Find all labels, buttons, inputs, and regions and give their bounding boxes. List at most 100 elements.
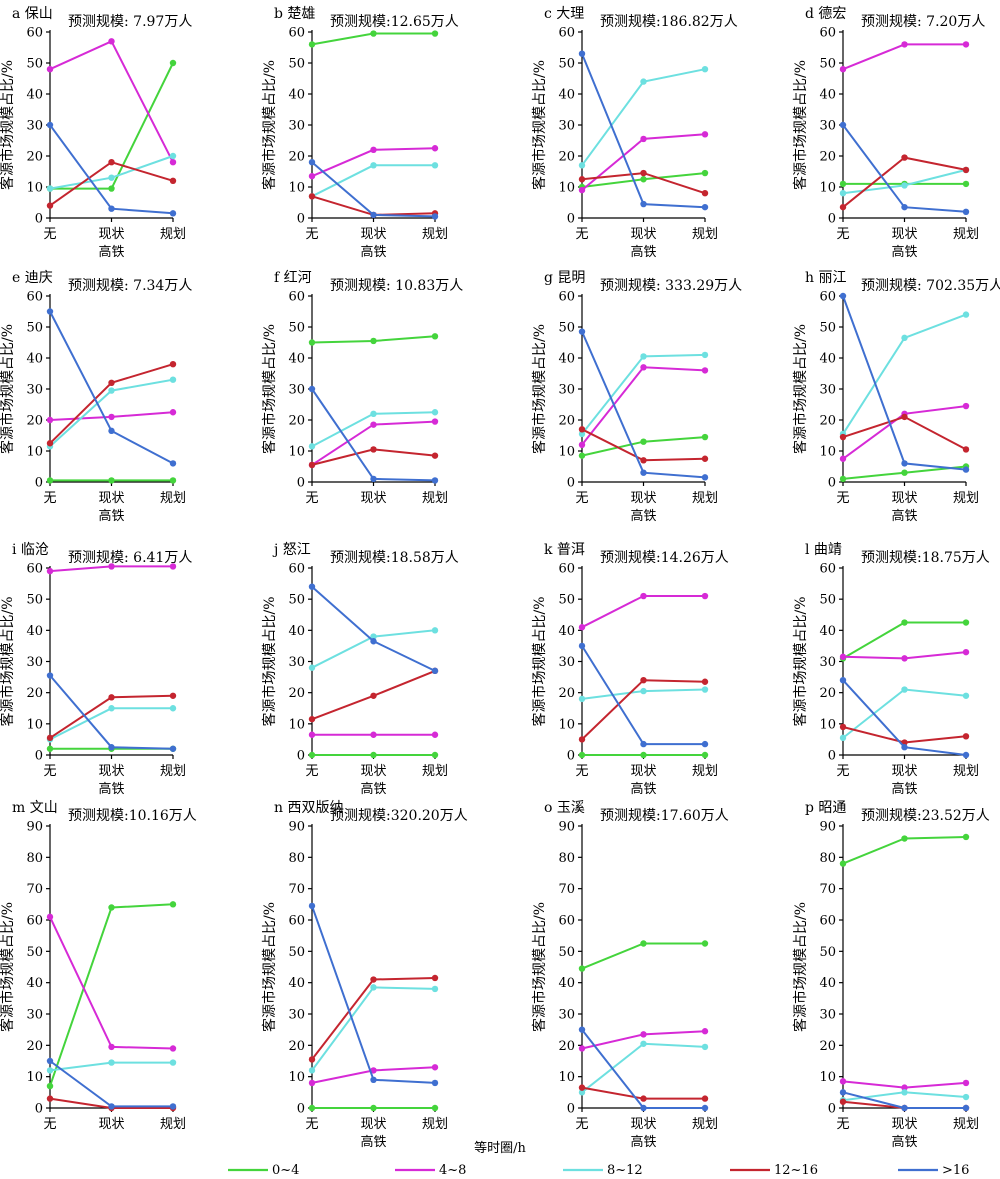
y-tick-label: 50 [819, 321, 836, 336]
y-tick-label: 20 [819, 414, 836, 429]
data-point-s4 [901, 203, 908, 211]
y-tick-label: 70 [558, 882, 575, 897]
y-tick-label: 20 [26, 686, 43, 701]
data-point-s1 [701, 131, 709, 138]
y-tick-label: 0 [828, 476, 836, 491]
data-point-s2 [578, 1089, 586, 1096]
series-line-s1 [842, 43, 966, 71]
panel-6: f 红河 预测规模: 10.83万人 0 10 20 30 40 50 60 无 现状 规划 客源市场规… [261, 270, 463, 506]
data-point-s1 [169, 409, 177, 416]
x-tick-label: 规划 [160, 764, 186, 779]
panel-title: p 昭通 [805, 800, 846, 816]
data-point-s0 [108, 185, 115, 192]
x-tick-label: 无 [575, 491, 588, 506]
data-point-s0 [640, 751, 647, 759]
data-point-s0 [431, 333, 439, 340]
y-tick-label: 50 [288, 321, 305, 336]
data-point-s0 [431, 1104, 439, 1112]
x-tick-label: 现状 [891, 1117, 917, 1132]
data-point-s4 [701, 740, 709, 748]
data-point-s4 [46, 308, 54, 315]
series-line-s3 [49, 694, 174, 739]
y-tick-label: 30 [26, 383, 43, 398]
x-tick-label: 规划 [422, 491, 448, 506]
y-tick-label: 0 [828, 1102, 836, 1117]
y-tick-label: 30 [558, 383, 575, 398]
y-tick-label: 30 [288, 383, 305, 398]
data-point-s1 [640, 592, 647, 600]
data-point-s0 [578, 965, 586, 972]
legend-item-s1: 4~8 [395, 1163, 466, 1178]
y-tick-label: 40 [288, 88, 305, 103]
data-point-s2 [308, 1067, 316, 1074]
data-point-s4 [431, 667, 439, 675]
data-point-s3 [308, 461, 316, 469]
x-axis-label: 高铁 [98, 244, 124, 260]
y-tick-label: 50 [288, 593, 305, 608]
panel-scale-label: 预测规模: 7.34万人 [68, 278, 192, 294]
y-tick-label: 10 [558, 181, 575, 196]
y-tick-label: 40 [288, 624, 305, 639]
y-tick-label: 50 [26, 57, 43, 72]
data-point-s4 [308, 159, 316, 166]
data-point-s3 [839, 1098, 847, 1105]
y-tick-label: 50 [26, 593, 43, 608]
data-point-s4 [962, 751, 970, 759]
data-point-s0 [962, 180, 970, 188]
y-tick-label: 30 [288, 1008, 305, 1023]
data-point-s4 [901, 460, 908, 467]
data-point-s2 [640, 1040, 647, 1047]
data-point-s2 [578, 695, 586, 703]
x-tick-label: 规划 [953, 491, 979, 506]
x-tick-label: 现状 [98, 491, 124, 506]
panel-title: d 德宏 [805, 6, 846, 22]
data-point-s1 [578, 1045, 586, 1052]
data-point-s4 [169, 210, 177, 217]
series-line-s4 [581, 645, 705, 746]
data-point-s3 [46, 1095, 54, 1102]
x-tick-label: 规划 [422, 764, 448, 779]
y-tick-label: 0 [297, 749, 305, 764]
data-point-s3 [901, 413, 908, 421]
data-point-s0 [308, 751, 316, 759]
y-tick-label: 60 [558, 290, 575, 305]
data-point-s2 [169, 376, 177, 383]
x-tick-label: 现状 [630, 1117, 656, 1132]
y-tick-label: 40 [819, 352, 836, 367]
data-point-s4 [640, 200, 647, 208]
y-axis-label: 客源市场规模占比/% [0, 60, 16, 190]
series-line-s4 [49, 124, 174, 215]
data-point-s1 [701, 367, 709, 374]
y-tick-label: 10 [288, 181, 305, 196]
data-point-s2 [962, 692, 970, 699]
panel-title: c 大理 [544, 6, 584, 22]
data-point-s0 [46, 1082, 54, 1090]
data-point-s4 [701, 1104, 709, 1112]
data-point-s1 [46, 66, 54, 73]
y-tick-label: 50 [558, 593, 575, 608]
data-point-s3 [962, 166, 970, 174]
y-tick-label: 30 [26, 1008, 43, 1023]
y-tick-label: 0 [567, 212, 575, 227]
data-point-s1 [308, 172, 316, 180]
data-point-s2 [839, 190, 847, 197]
data-point-s3 [701, 1095, 709, 1102]
y-tick-label: 60 [819, 914, 836, 929]
y-axis-label: 客源市场规模占比/% [531, 902, 548, 1032]
data-point-s1 [640, 1031, 647, 1038]
data-point-s2 [962, 1093, 970, 1101]
data-point-s0 [108, 904, 115, 911]
data-point-s1 [108, 1043, 115, 1051]
series-line-s2 [311, 986, 436, 1071]
data-point-s4 [839, 1089, 847, 1096]
y-axis-label: 客源市场规模占比/% [0, 902, 16, 1032]
y-tick-label: 30 [26, 655, 43, 670]
data-point-s0 [962, 833, 970, 841]
y-tick-label: 80 [558, 851, 575, 866]
y-tick-label: 30 [288, 655, 305, 670]
data-point-s3 [431, 452, 439, 459]
data-point-s3 [370, 446, 377, 453]
